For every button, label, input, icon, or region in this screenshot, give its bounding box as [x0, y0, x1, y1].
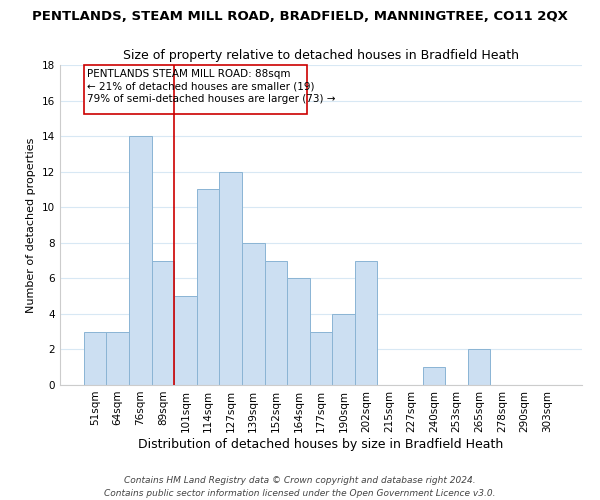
Bar [422, 367, 445, 385]
Bar [220, 172, 242, 385]
Bar [287, 278, 310, 385]
Text: 79% of semi-detached houses are larger (73) →: 79% of semi-detached houses are larger (… [87, 94, 335, 104]
Bar [468, 350, 490, 385]
Bar [152, 260, 174, 385]
Bar [84, 332, 106, 385]
Bar [332, 314, 355, 385]
Bar [242, 243, 265, 385]
Text: PENTLANDS, STEAM MILL ROAD, BRADFIELD, MANNINGTREE, CO11 2QX: PENTLANDS, STEAM MILL ROAD, BRADFIELD, M… [32, 10, 568, 23]
Bar [310, 332, 332, 385]
X-axis label: Distribution of detached houses by size in Bradfield Heath: Distribution of detached houses by size … [139, 438, 503, 450]
Bar [174, 296, 197, 385]
Title: Size of property relative to detached houses in Bradfield Heath: Size of property relative to detached ho… [123, 50, 519, 62]
Text: PENTLANDS STEAM MILL ROAD: 88sqm: PENTLANDS STEAM MILL ROAD: 88sqm [87, 70, 290, 80]
Bar [355, 260, 377, 385]
FancyBboxPatch shape [84, 65, 307, 114]
Bar [106, 332, 129, 385]
Text: ← 21% of detached houses are smaller (19): ← 21% of detached houses are smaller (19… [87, 82, 314, 92]
Bar [265, 260, 287, 385]
Text: Contains HM Land Registry data © Crown copyright and database right 2024.
Contai: Contains HM Land Registry data © Crown c… [104, 476, 496, 498]
Bar [129, 136, 152, 385]
Bar [197, 190, 220, 385]
Y-axis label: Number of detached properties: Number of detached properties [26, 138, 37, 312]
